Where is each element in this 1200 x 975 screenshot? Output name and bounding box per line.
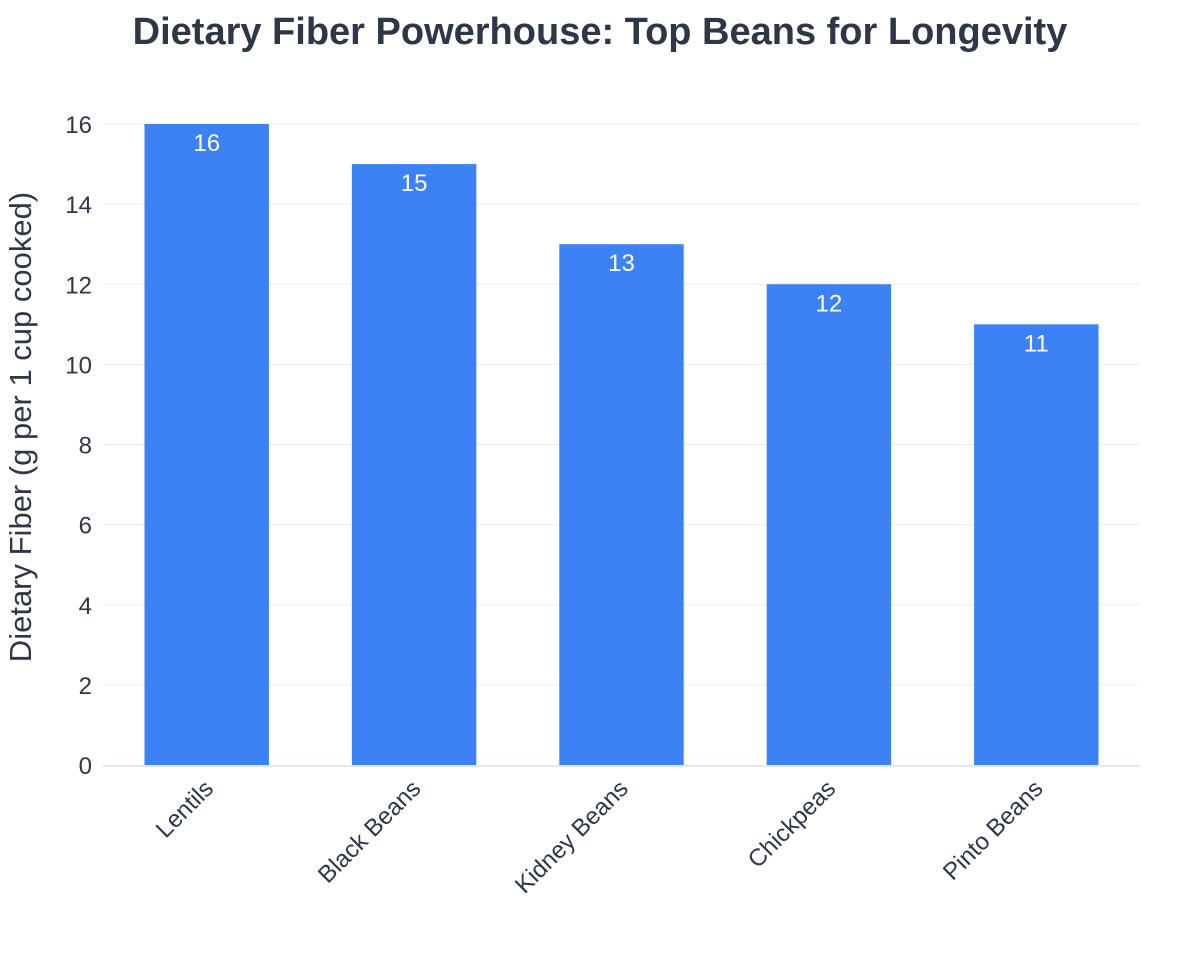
y-tick-label: 12 <box>65 272 92 299</box>
y-tick-label: 2 <box>79 673 92 700</box>
x-tick-label: Lentils <box>151 775 219 843</box>
bar-value-label: 13 <box>608 250 635 277</box>
y-tick-label: 4 <box>79 593 92 620</box>
y-tick-label: 8 <box>79 433 92 460</box>
y-tick-label: 16 <box>65 112 92 139</box>
x-tick-label: Pinto Beans <box>938 775 1049 886</box>
y-tick-label: 0 <box>79 753 92 780</box>
bars: 16 15 13 12 11 <box>144 124 1099 765</box>
x-tick-label: Black Beans <box>313 775 426 888</box>
bar-value-label: 16 <box>193 130 220 157</box>
bar-value-label: 12 <box>816 290 843 317</box>
y-tick-label: 10 <box>65 352 92 379</box>
x-tick-label: Kidney Beans <box>510 775 634 899</box>
bar-value-label: 15 <box>401 170 428 197</box>
chart-title: Dietary Fiber Powerhouse: Top Beans for … <box>132 11 1068 53</box>
y-tick-label: 6 <box>79 513 92 540</box>
bar <box>144 124 269 765</box>
y-axis-title: Dietary Fiber (g per 1 cup cooked) <box>3 192 38 662</box>
bar-value-label: 11 <box>1024 330 1049 357</box>
x-tick-label: Chickpeas <box>743 775 841 873</box>
y-tick-label: 14 <box>65 192 92 219</box>
bar <box>766 284 892 765</box>
bar <box>974 324 1099 765</box>
bar <box>559 244 684 765</box>
bar <box>351 164 477 765</box>
